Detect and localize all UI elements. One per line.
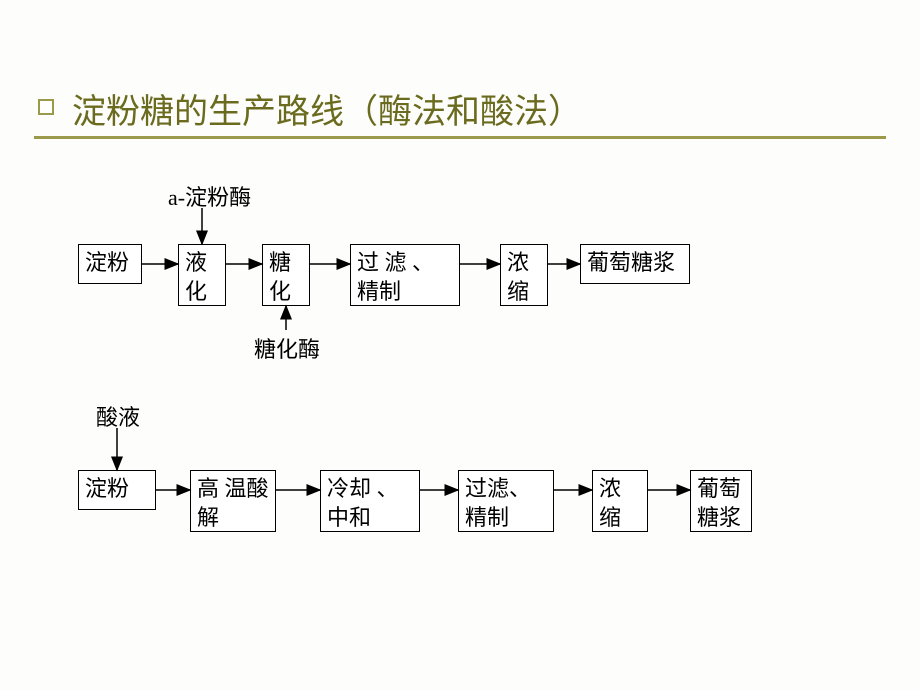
title-rule: [34, 136, 886, 139]
enzyme-node-starch: 淀粉: [78, 244, 142, 284]
acid-node-concentrate: 浓缩: [592, 470, 648, 532]
node-text: 过滤、精制: [465, 475, 547, 532]
node-text: 冷却 、中和: [327, 475, 413, 532]
node-text: 葡萄糖浆: [587, 249, 675, 278]
acid-node-hydrolysis: 高 温酸解: [190, 470, 276, 532]
node-text: 淀粉: [85, 249, 129, 278]
slide-title: 淀粉糖的生产路线（酶法和酸法）: [72, 84, 582, 133]
acid-node-starch: 淀粉: [78, 470, 156, 510]
node-text: 浓缩: [599, 475, 641, 532]
acid-node-syrup: 葡萄糖浆: [690, 470, 752, 532]
node-text: 液化: [185, 249, 219, 306]
enzyme-node-saccharify: 糖化: [262, 244, 310, 306]
enzyme-node-liquefy: 液化: [178, 244, 226, 306]
label-acid: 酸液: [96, 400, 140, 432]
label-a-amylase: a-淀粉酶: [168, 180, 251, 212]
node-text: 过 滤 、精制: [357, 249, 453, 306]
node-text: 浓缩: [507, 249, 541, 306]
label-glucoamylase: 糖化酶: [254, 332, 320, 364]
node-text: 葡萄糖浆: [697, 475, 745, 532]
enzyme-node-filter: 过 滤 、精制: [350, 244, 460, 306]
enzyme-node-concentrate: 浓缩: [500, 244, 548, 306]
enzyme-node-syrup: 葡萄糖浆: [580, 244, 690, 284]
acid-node-cool: 冷却 、中和: [320, 470, 420, 532]
title-bullet: [38, 99, 54, 115]
node-text: 糖化: [269, 249, 303, 306]
node-text: 高 温酸解: [197, 475, 269, 532]
acid-node-filter: 过滤、精制: [458, 470, 554, 532]
node-text: 淀粉: [85, 475, 129, 504]
